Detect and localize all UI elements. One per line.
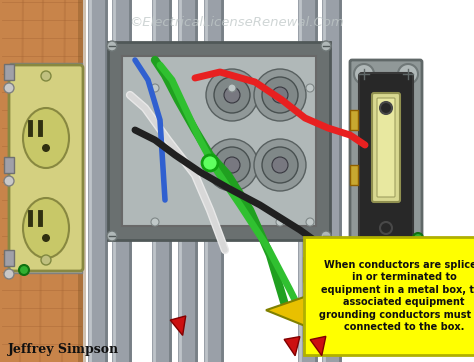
Circle shape — [41, 71, 51, 81]
Circle shape — [321, 41, 331, 51]
Circle shape — [413, 233, 423, 243]
Circle shape — [4, 176, 14, 186]
Bar — [0, 0, 83, 362]
Circle shape — [354, 64, 374, 84]
Circle shape — [272, 157, 288, 173]
Bar — [4, 64, 14, 80]
Bar — [152, 0, 172, 362]
Bar — [298, 0, 318, 362]
Bar — [4, 250, 14, 266]
Circle shape — [4, 83, 14, 93]
Circle shape — [276, 218, 284, 226]
Polygon shape — [266, 258, 474, 341]
Circle shape — [398, 258, 418, 278]
Bar — [178, 0, 198, 362]
Circle shape — [214, 147, 250, 183]
Circle shape — [107, 231, 117, 241]
Ellipse shape — [23, 108, 69, 168]
Circle shape — [380, 102, 392, 114]
Circle shape — [42, 144, 50, 152]
Text: Jeffrey Simpson: Jeffrey Simpson — [8, 344, 119, 357]
Polygon shape — [284, 337, 300, 356]
Circle shape — [262, 77, 298, 113]
Bar — [122, 56, 316, 226]
Bar — [350, 165, 358, 185]
Bar — [108, 42, 330, 240]
Circle shape — [380, 222, 392, 234]
Bar — [350, 110, 358, 130]
Bar — [78, 0, 86, 362]
Polygon shape — [170, 316, 186, 335]
Bar — [322, 0, 342, 362]
Circle shape — [19, 265, 29, 275]
Circle shape — [398, 64, 418, 84]
Text: ©ElectricalLicenseRenewal.Com: ©ElectricalLicenseRenewal.Com — [129, 16, 345, 29]
Circle shape — [107, 41, 117, 51]
Circle shape — [214, 77, 250, 113]
Bar — [10, 63, 82, 273]
Circle shape — [306, 84, 314, 92]
Ellipse shape — [23, 198, 69, 258]
Circle shape — [272, 87, 288, 103]
Circle shape — [306, 218, 314, 226]
Circle shape — [4, 269, 14, 279]
Text: When conductors are spliced
in or terminated to
equipment in a metal box, the
as: When conductors are spliced in or termin… — [319, 260, 474, 332]
FancyBboxPatch shape — [350, 60, 422, 282]
Circle shape — [321, 231, 331, 241]
Bar — [304, 237, 474, 355]
FancyBboxPatch shape — [372, 93, 400, 202]
FancyBboxPatch shape — [359, 73, 413, 269]
Circle shape — [151, 218, 159, 226]
Circle shape — [262, 147, 298, 183]
Circle shape — [41, 255, 51, 265]
Circle shape — [254, 139, 306, 191]
Circle shape — [224, 157, 240, 173]
Bar — [204, 0, 224, 362]
Circle shape — [202, 155, 218, 171]
FancyBboxPatch shape — [377, 98, 395, 197]
Bar — [88, 0, 108, 362]
FancyBboxPatch shape — [9, 65, 83, 271]
Circle shape — [354, 258, 374, 278]
Bar — [112, 0, 132, 362]
Circle shape — [381, 253, 391, 263]
Circle shape — [151, 84, 159, 92]
Circle shape — [206, 139, 258, 191]
Circle shape — [228, 84, 236, 92]
Circle shape — [206, 69, 258, 121]
Polygon shape — [310, 336, 326, 355]
Circle shape — [42, 234, 50, 242]
Circle shape — [224, 87, 240, 103]
Circle shape — [254, 69, 306, 121]
Bar — [4, 157, 14, 173]
